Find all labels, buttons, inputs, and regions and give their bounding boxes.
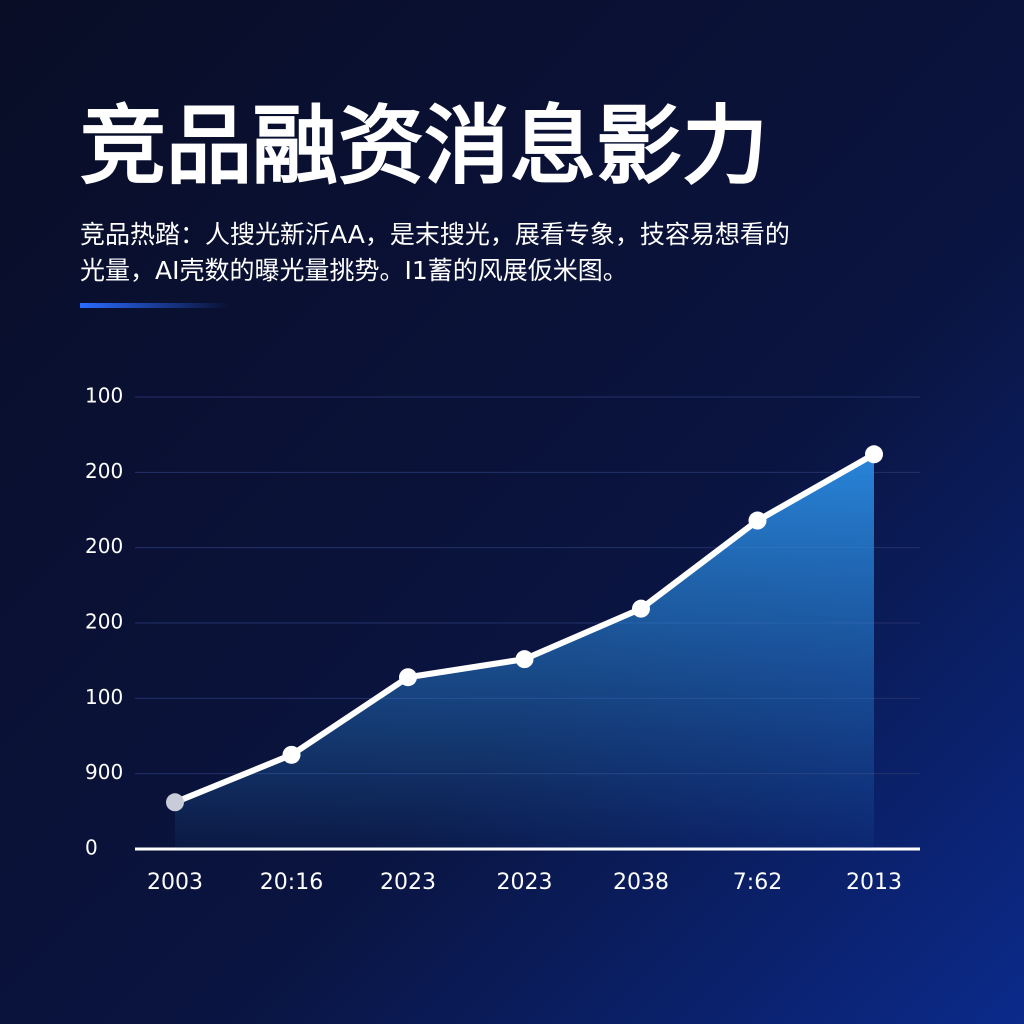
x-tick-label: 2013	[846, 870, 902, 895]
y-tick-label: 200	[85, 534, 123, 558]
x-tick-label: 2023	[380, 870, 436, 895]
subtitle: 竞品热踏：人搜光新沂AA，是末搜光，展看专象，技容易想看的	[80, 220, 790, 249]
x-tick-label: 2023	[497, 870, 553, 895]
point	[282, 745, 301, 764]
point	[166, 793, 184, 812]
x-tick-label: 2003	[147, 870, 203, 895]
chart-title: 竞品融资消息影力	[80, 96, 768, 196]
y-tick-label: 0	[85, 836, 98, 860]
x-tick-label: 20:16	[260, 870, 323, 895]
area	[175, 454, 874, 849]
x-tick-label: 7:62	[733, 870, 782, 895]
y-tick-label: 100	[85, 685, 123, 709]
y-tick-label: 900	[85, 760, 123, 784]
point	[748, 511, 767, 530]
subtitle: 光量，AI壳数的曝光量挑势。I1蓄的风展仮米图。	[80, 256, 628, 285]
x-tick-label: 2038	[613, 870, 669, 895]
y-tick-label: 100	[85, 384, 123, 408]
accent-bar	[80, 303, 230, 308]
point	[865, 445, 883, 464]
y-tick-label: 200	[85, 459, 123, 483]
point	[632, 599, 650, 618]
y-tick-label: 200	[85, 610, 123, 634]
point	[399, 668, 417, 687]
point	[515, 650, 534, 669]
